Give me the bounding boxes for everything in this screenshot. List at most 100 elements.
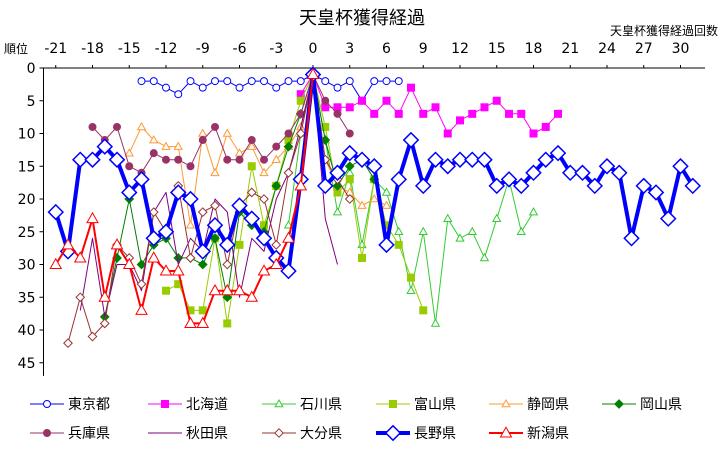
data-point: [47, 203, 65, 221]
data-point: [529, 129, 538, 138]
legend-item: 長野県: [376, 424, 456, 442]
data-point: [394, 109, 403, 118]
data-point: [247, 136, 256, 145]
data-point: [394, 77, 403, 86]
data-point: [528, 207, 539, 216]
legend-item: 大分県: [262, 426, 342, 442]
data-point: [443, 129, 452, 138]
series-line: [92, 74, 351, 174]
data-point: [63, 338, 73, 349]
legend-label: 岡山県: [640, 397, 682, 413]
data-point: [284, 129, 293, 138]
legend-label: 石川県: [300, 397, 342, 413]
data-point: [321, 77, 330, 86]
data-point: [75, 292, 86, 303]
data-point: [73, 251, 87, 263]
x-tick-label: -6: [233, 41, 247, 57]
x-tick-label: 0: [309, 41, 318, 57]
data-point: [61, 238, 75, 250]
data-point: [492, 213, 502, 222]
chart-title: 天皇杯獲得経過: [299, 8, 425, 29]
legend-marker: [384, 424, 402, 442]
x-tick-label: 27: [635, 41, 653, 57]
data-point: [282, 231, 295, 243]
x-tick-label: 21: [561, 41, 579, 57]
legend-marker: [614, 399, 624, 409]
data-point: [133, 171, 150, 188]
x-tick-label: 18: [525, 41, 543, 57]
data-point: [198, 136, 207, 145]
data-point: [345, 103, 354, 112]
data-series: [137, 70, 403, 105]
data-point: [260, 77, 268, 86]
legend-marker: [43, 400, 51, 408]
data-point: [222, 259, 233, 270]
data-point: [222, 292, 233, 303]
data-point: [218, 236, 236, 254]
data-point: [344, 161, 355, 172]
legend-item: 新潟県: [489, 426, 569, 442]
data-point: [84, 151, 101, 168]
legend-item: 東京都: [30, 397, 110, 413]
data-point: [321, 122, 330, 131]
legend-marker: [389, 400, 397, 408]
data-point: [184, 316, 197, 328]
data-point: [185, 220, 196, 229]
data-point: [86, 211, 99, 224]
data-series: [47, 66, 702, 280]
x-tick-label: -9: [196, 41, 210, 57]
data-point: [283, 141, 294, 152]
data-point: [269, 257, 283, 269]
data-point: [196, 316, 210, 328]
data-point: [505, 109, 513, 118]
data-point: [467, 226, 477, 236]
data-point: [246, 187, 257, 198]
data-point: [402, 131, 420, 149]
data-point: [208, 283, 222, 296]
data-point: [161, 141, 171, 150]
data-point: [96, 138, 114, 155]
x-tick-label: 24: [598, 41, 616, 57]
data-point: [231, 197, 248, 214]
data-point: [406, 285, 416, 294]
data-point: [332, 207, 343, 216]
data-point: [357, 200, 367, 209]
data-point: [122, 257, 136, 269]
data-point: [610, 164, 628, 182]
data-point: [369, 193, 379, 203]
data-point: [124, 148, 134, 157]
data-point: [283, 167, 294, 178]
data-point: [220, 283, 234, 296]
data-point: [623, 230, 640, 247]
data-point: [149, 77, 158, 86]
legend-label: 長野県: [414, 426, 456, 442]
data-point: [162, 286, 170, 295]
y-tick-label: 0: [27, 61, 36, 77]
x-tick-label: -15: [118, 41, 141, 57]
data-point: [108, 151, 126, 168]
data-point: [88, 122, 97, 131]
data-point: [365, 157, 383, 175]
data-point: [99, 318, 110, 329]
data-point: [255, 230, 273, 247]
data-point: [463, 151, 481, 168]
y-tick-label: 10: [18, 127, 36, 143]
data-point: [210, 233, 220, 244]
data-point: [541, 122, 550, 131]
data-point: [198, 306, 207, 315]
x-tick-label: 6: [382, 41, 391, 57]
data-point: [456, 116, 464, 125]
data-point: [233, 283, 246, 296]
data-point: [554, 109, 562, 118]
legend-item: 北海道: [148, 397, 228, 413]
data-point: [635, 177, 653, 195]
data-point: [455, 233, 465, 242]
data-point: [647, 184, 665, 201]
data-point: [316, 177, 334, 195]
y-tick-label: 5: [27, 94, 36, 110]
data-point: [574, 164, 591, 182]
data-point: [345, 77, 354, 86]
legend-marker: [499, 426, 513, 438]
